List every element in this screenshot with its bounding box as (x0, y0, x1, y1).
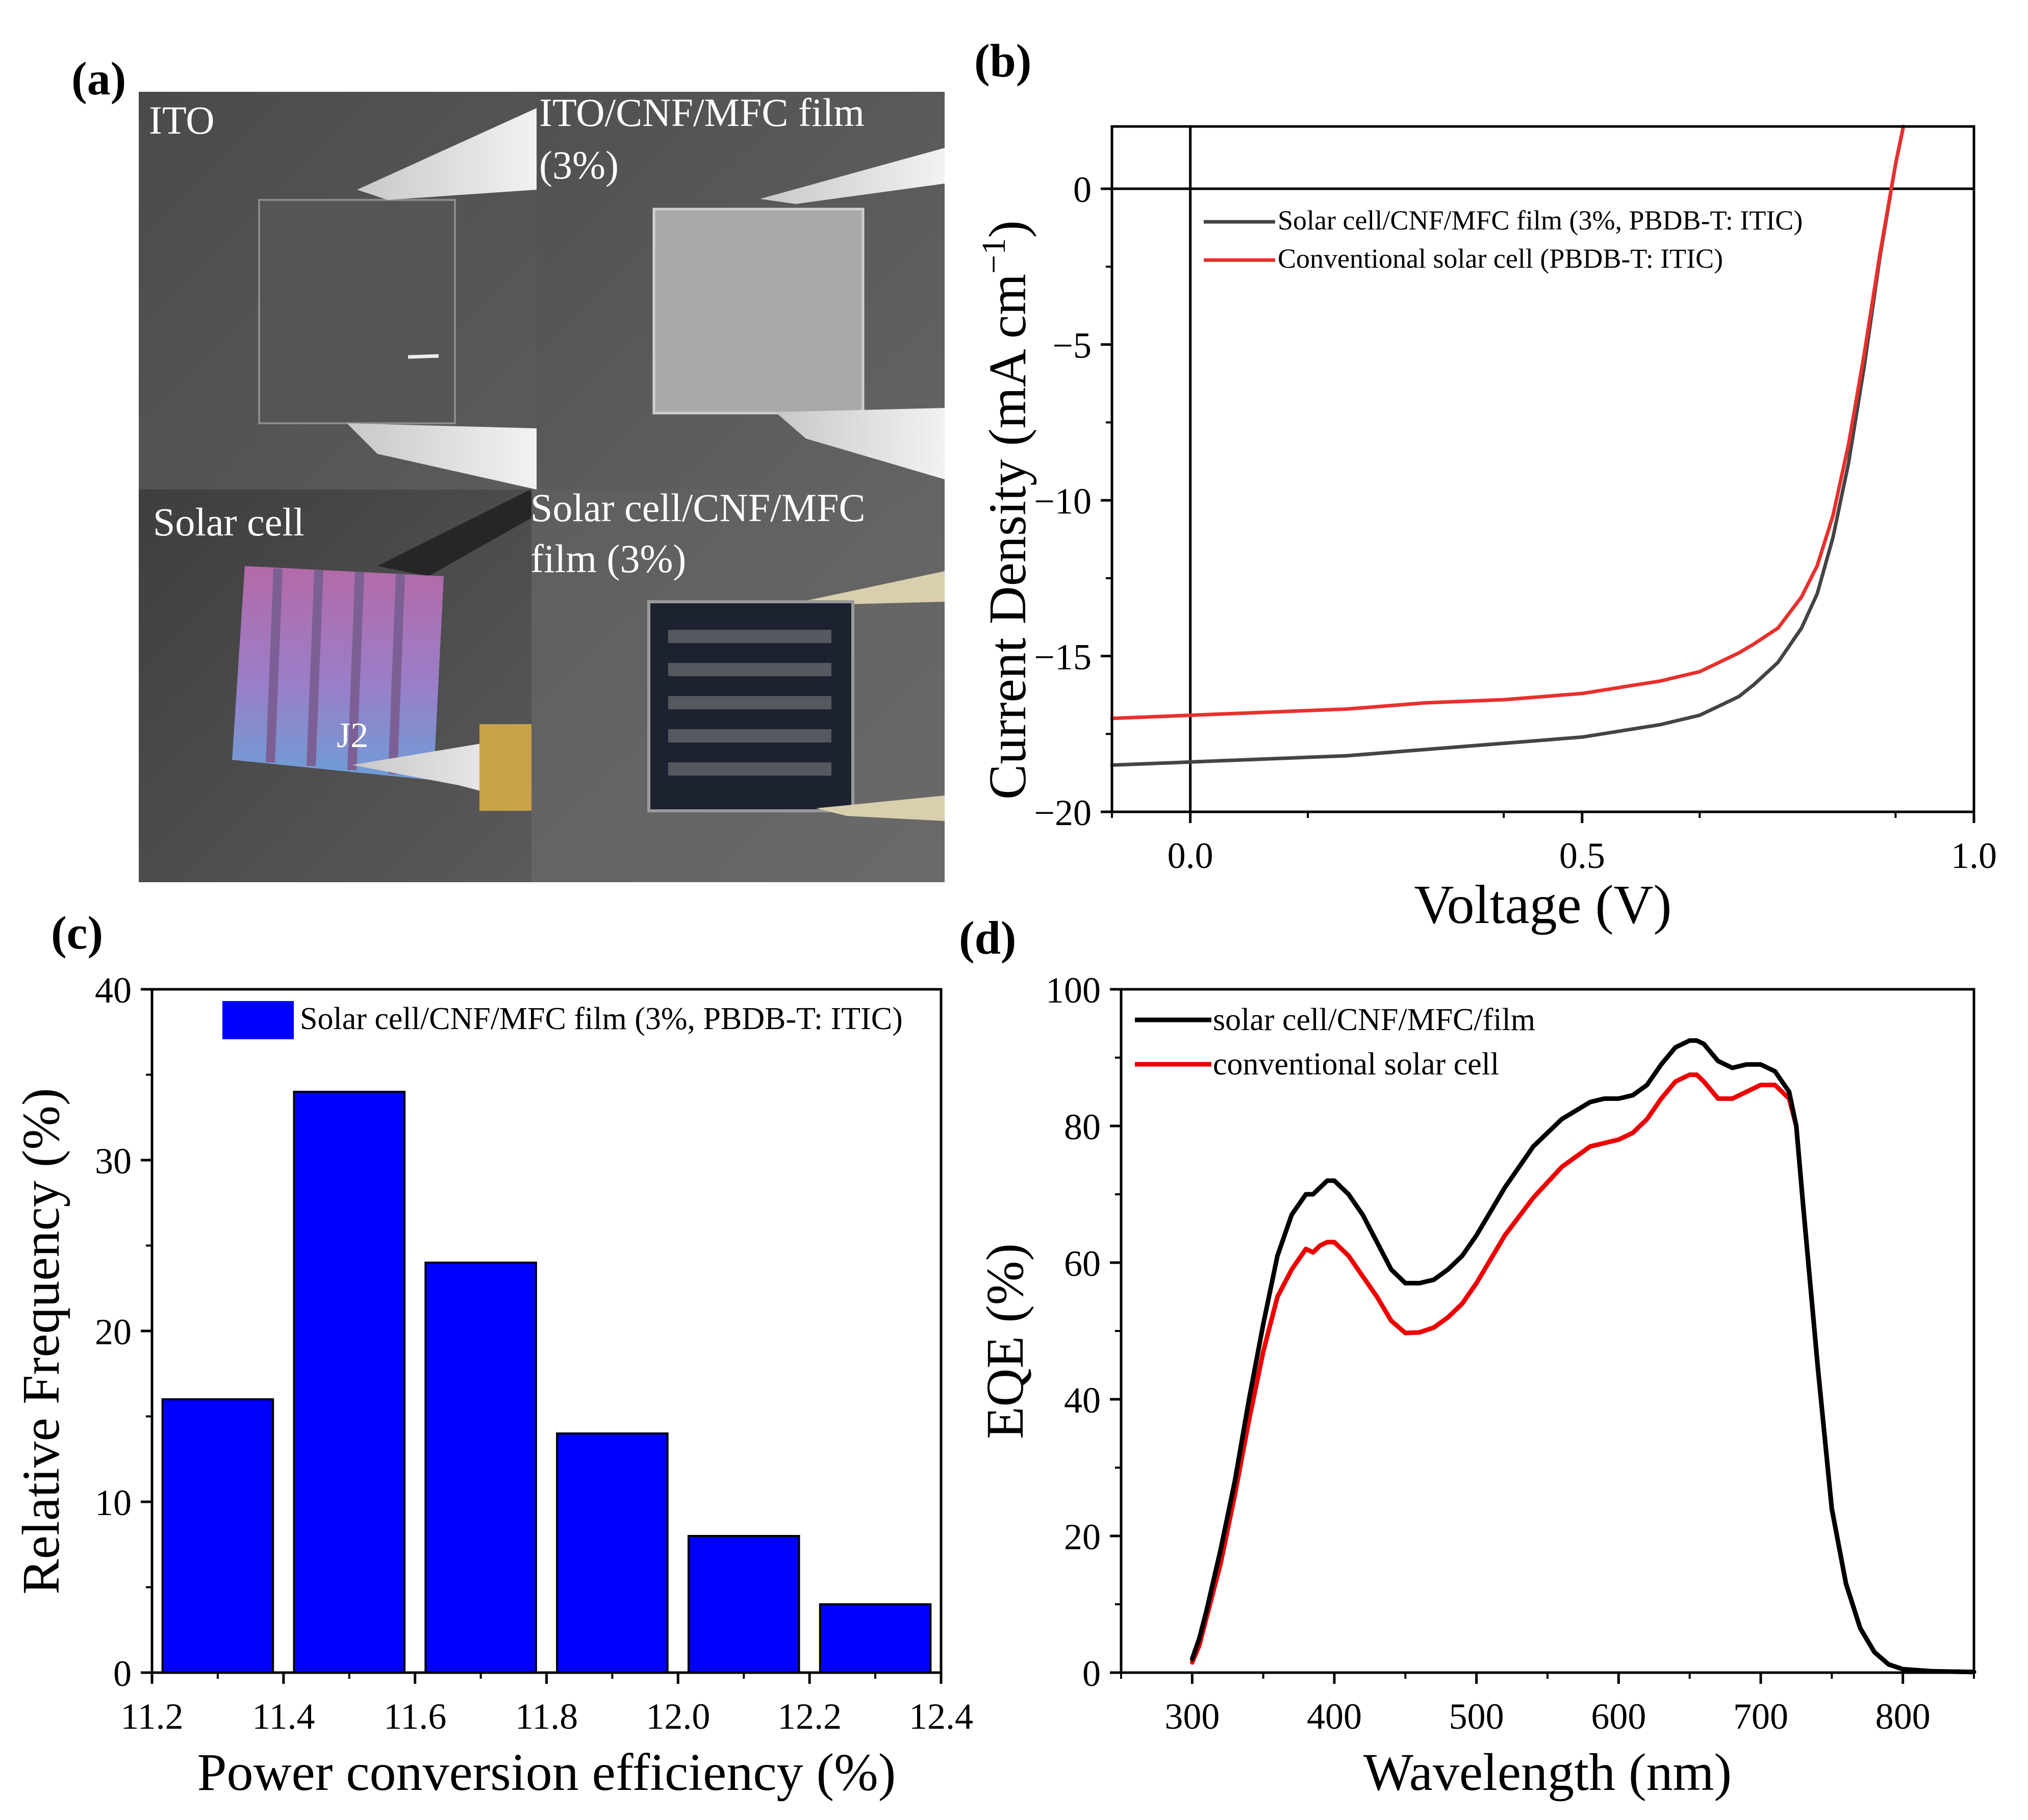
photo-solar-cell: J2 Solar cell (139, 490, 537, 882)
chart-c-bars (161, 1091, 932, 1674)
sample-mark: J2 (337, 716, 368, 755)
chart-b-frame (1110, 125, 1975, 813)
chart-c-bar (161, 1398, 274, 1674)
c-xtick-label: 11.4 (252, 1696, 315, 1737)
chart-c-ylabel: Relative Frequency (%) (12, 1088, 70, 1594)
b-ytick-label: −15 (1034, 637, 1092, 678)
d-xtick-label: 600 (1591, 1696, 1646, 1737)
photo-sc-cnf-mfc-caption-line2: film (3%) (530, 536, 686, 581)
d-xtick-label: 500 (1449, 1696, 1504, 1737)
d-xtick-label: 400 (1307, 1696, 1362, 1737)
d-ytick-label: 80 (1064, 1107, 1101, 1147)
c-ytick-label: 30 (95, 1141, 132, 1182)
chart-b-series-2 (1110, 124, 1906, 721)
chart-d-series-2 (1189, 1072, 1976, 1675)
chart-c-xlabel: Power conversion efficiency (%) (197, 1743, 896, 1802)
photo-ito: ITO (139, 92, 537, 490)
d-xtick-label: 700 (1733, 1696, 1788, 1737)
chart-b-legend-label-2: Conventional solar cell (PBDB-T: ITIC) (1278, 243, 1723, 274)
c-xtick-label: 12.0 (646, 1696, 710, 1737)
d-xtick-label: 300 (1164, 1696, 1220, 1737)
d-ytick-label: 40 (1064, 1380, 1101, 1421)
chart-c-ticks: 11.2 11.4 11.6 11.8 12.0 12.2 12.4 0 10 20 30 40 (95, 970, 973, 1737)
photo-solar-cell-caption: Solar cell (153, 500, 305, 544)
d-ytick-label: 100 (1046, 970, 1101, 1011)
b-ytick-label: 0 (1073, 169, 1092, 210)
c-ytick-label: 40 (95, 970, 132, 1011)
c-xtick-label: 11.6 (384, 1696, 446, 1737)
chart-d-legend-label-2: conventional solar cell (1213, 1047, 1499, 1082)
d-ytick-label: 60 (1064, 1243, 1101, 1284)
chart-d-ylabel: EQE (%) (976, 1243, 1034, 1439)
d-xtick-label: 800 (1875, 1696, 1931, 1737)
chart-c-bar (687, 1535, 800, 1674)
chart-d-xlabel: Wavelength (nm) (1363, 1743, 1732, 1802)
b-xtick-label: 1.0 (1951, 835, 1997, 876)
chart-c-legend-swatch (222, 1001, 294, 1039)
chart-b-ticks: 0.0 0.5 1.0 0 −5 −10 −15 −20 (1034, 169, 1997, 876)
photo-ito-cnf-mfc-caption-line1: ITO/CNF/MFC film (539, 90, 865, 135)
d-ytick-label: 20 (1064, 1517, 1101, 1557)
chart-b-xlabel: Voltage (V) (1414, 875, 1672, 935)
chart-c-bar (424, 1262, 537, 1674)
b-ytick-label: −10 (1034, 481, 1092, 522)
panel-a: (a) ITO ITO/CNF/MFC film (3%) (71, 53, 945, 882)
photo-ito-cnf-mfc-film: ITO/CNF/MFC film (3%) (537, 90, 945, 490)
b-ytick-label: −5 (1052, 325, 1092, 366)
chart-d-legend: solar cell/CNF/MFC/film conventional sol… (1135, 1003, 1535, 1082)
panel-c-label: (c) (51, 907, 103, 959)
c-xtick-label: 11.8 (515, 1696, 578, 1737)
chart-d-series-group (1189, 1038, 1976, 1675)
d-ytick-label: 0 (1082, 1653, 1101, 1694)
panel-a-label: (a) (71, 53, 126, 105)
c-ytick-label: 0 (113, 1653, 132, 1694)
chart-d-series-1 (1189, 1038, 1976, 1675)
chart-d-frame (1120, 988, 1975, 1674)
chart-d: (d) 300 400 500 600 700 800 0 20 40 60 80 100 Wavel… (959, 912, 1976, 1802)
chart-b: (b) 0.0 0.5 1.0 0 −5 −10 −15 −20 Voltage (V) Cu… (974, 35, 1997, 935)
c-xtick-label: 12.2 (777, 1696, 842, 1737)
chart-d-legend-label-1: solar cell/CNF/MFC/film (1213, 1003, 1535, 1037)
photo-ito-caption: ITO (149, 98, 215, 142)
panel-b-label: (b) (974, 35, 1031, 87)
photo-solar-cell-cnf-mfc-film: Solar cell/CNF/MFC film (3%) (530, 485, 945, 882)
photo-ito-cnf-mfc-caption-line2: (3%) (539, 143, 619, 187)
chart-b-ylabel: Current Density (mA cm−1) (975, 220, 1037, 800)
photo-sc-cnf-mfc-caption-line1: Solar cell/CNF/MFC (530, 485, 866, 530)
b-xtick-label: 0.0 (1168, 835, 1213, 876)
chart-c-bar (293, 1091, 406, 1674)
c-xtick-label: 12.4 (909, 1696, 973, 1737)
chart-c-legend-label: Solar cell/CNF/MFC film (3%, PBDB-T: ITI… (300, 1002, 903, 1036)
chart-c-legend: Solar cell/CNF/MFC film (3%, PBDB-T: ITI… (222, 1001, 903, 1039)
b-ytick-label: −20 (1034, 792, 1092, 833)
chart-b-legend-label-1: Solar cell/CNF/MFC film (3%, PBDB-T: ITI… (1278, 205, 1803, 236)
c-xtick-label: 11.2 (120, 1696, 183, 1737)
b-xtick-label: 0.5 (1559, 835, 1605, 876)
chart-b-series-1 (1110, 124, 1906, 767)
chart-b-legend: Solar cell/CNF/MFC film (3%, PBDB-T: ITI… (1204, 205, 1803, 274)
panel-d-label: (d) (959, 912, 1016, 964)
c-ytick-label: 20 (95, 1312, 132, 1352)
chart-b-series-group (1110, 124, 1906, 767)
c-ytick-label: 10 (95, 1482, 132, 1523)
chart-c-bar (819, 1603, 932, 1674)
chart-c-bar (556, 1432, 669, 1674)
chart-d-ticks: 300 400 500 600 700 800 0 20 40 60 80 100 (1046, 970, 1975, 1737)
chart-c: (c) 11.2 11.4 11.6 11.8 12.0 12.2 12.4 0 10 20 30 4… (12, 907, 973, 1802)
